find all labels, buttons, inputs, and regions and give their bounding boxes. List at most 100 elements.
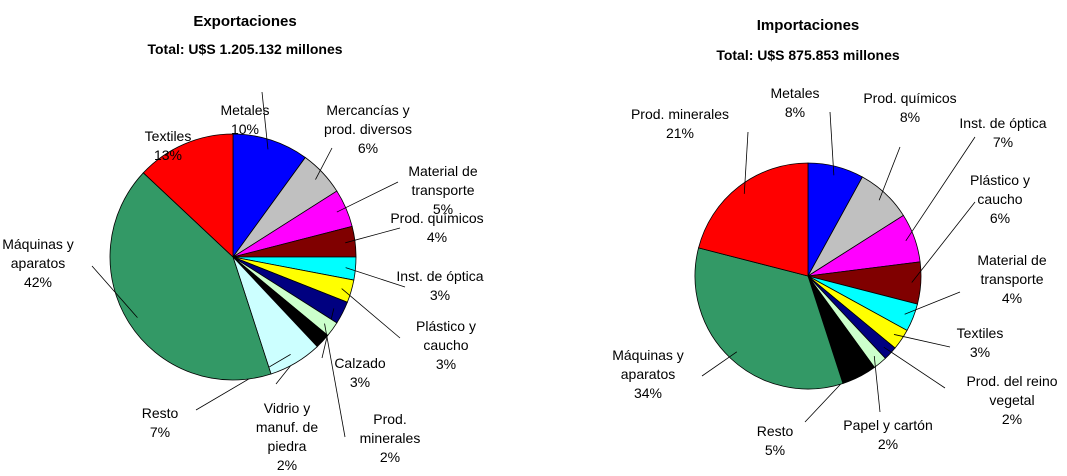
label-line: manuf. de [256,419,318,435]
slice-label: Material de transporte [977,252,1046,287]
value-label: 2% [277,457,297,473]
leader-line [91,265,138,318]
label-line: Prod. químicos [863,90,956,106]
value-label: 34% [634,385,662,401]
label-line: prod. diversos [324,121,412,137]
value-label: 5% [433,201,453,217]
chart-subtitle: Total: U$S 1.205.132 millones [147,41,342,57]
chart-title: Exportaciones [193,13,296,30]
label-line: transporte [980,271,1043,287]
slice-label: Textiles [145,128,192,144]
leader-line [341,288,401,339]
label-line: Plástico y [416,318,476,334]
pie-slice [142,133,234,258]
slice-label: Máquinas y aparatos [612,347,684,382]
leader-line [829,111,835,176]
pie-slice [232,133,306,259]
leader-line [878,146,901,201]
slice-label: Plástico y caucho [416,318,476,353]
label-line: Resto [757,423,794,439]
label-line: Papel y cartón [843,417,933,433]
leader-line [195,354,291,411]
label-line: Prod. químicos [390,210,483,226]
label-line: Material de [408,163,477,179]
value-label: 2% [380,449,400,465]
leader-line [345,267,406,288]
label-line: Inst. de óptica [959,115,1046,131]
leader-line [804,368,856,423]
label-line: piedra [268,438,307,454]
pie: Metales 8% Prod. químicos 8% Inst. de óptica… [612,85,1058,458]
label-line: transporte [411,182,474,198]
value-label: 6% [358,140,378,156]
slice-label: Textiles [957,325,1004,341]
slice-label: Prod. del reino vegetal [966,373,1057,408]
value-label: 7% [150,424,170,440]
slice-label: Prod. minerales [360,411,421,446]
label-line: Inst. de óptica [396,268,483,284]
leader-line [904,291,961,315]
leader-line [883,346,946,389]
leader-line [345,227,401,244]
pie-slice [109,172,272,381]
value-label: 42% [24,274,52,290]
slice-label: Calzado [334,355,386,371]
pie-slice [698,162,809,277]
value-label: 21% [666,125,694,141]
value-label: 6% [990,210,1010,226]
leader-line [893,334,951,348]
slice-label: Inst. de óptica [396,268,483,284]
label-line: Resto [142,405,179,421]
label-line: vegetal [989,392,1034,408]
value-label: 13% [154,147,182,163]
value-label: 3% [350,374,370,390]
label-line: Textiles [957,325,1004,341]
label-line: Prod. del reino [966,373,1057,389]
leader-line [743,131,749,194]
slice-label: Mercancías y prod. diversos [324,102,412,137]
value-label: 8% [900,109,920,125]
label-line: Metales [770,85,819,101]
pie: Metales 10% Mercancías y prod. diversos 6% Ma… [2,91,484,473]
slice-label: Plástico y caucho [970,172,1030,207]
slice-label: Papel y cartón [843,417,933,433]
leader-line [905,136,976,242]
slice-label: Máquinas y aparatos [2,236,74,271]
leader-line [324,323,346,438]
value-label: 4% [1002,290,1022,306]
label-line: Vidrio y [264,400,310,416]
leader-line [873,356,881,413]
label-line: Plástico y [970,172,1030,188]
value-label: 2% [1002,411,1022,427]
leader-line [315,147,333,180]
value-label: 10% [231,121,259,137]
label-line: Prod. minerales [631,106,729,122]
leader-line [336,181,399,213]
value-label: 3% [436,356,456,372]
label-line: Material de [977,252,1046,268]
slice-label: Inst. de óptica [959,115,1046,131]
chart-title: Importaciones [757,17,860,34]
pie-slice [694,247,844,390]
value-label: 4% [427,229,447,245]
label-line: aparatos [11,255,65,271]
slice-label: Prod. minerales [631,106,729,122]
value-label: 3% [970,344,990,360]
value-label: 2% [878,436,898,452]
label-line: Calzado [334,355,386,371]
label-line: Máquinas y [612,347,684,363]
slice-label: Vidrio y manuf. de piedra [256,400,318,454]
value-label: 7% [993,134,1013,150]
label-line: Prod. [373,411,406,427]
slice-label: Metales [770,85,819,101]
label-line: Mercancías y [326,102,409,118]
label-line: aparatos [621,366,675,382]
chart-subtitle: Total: U$S 875.853 millones [716,47,900,63]
slice-label: Resto [142,405,179,421]
slice-label: Prod. químicos [863,90,956,106]
value-label: 5% [765,442,785,458]
label-line: minerales [360,430,421,446]
label-line: caucho [423,337,468,353]
slice-label: Prod. químicos [390,210,483,226]
